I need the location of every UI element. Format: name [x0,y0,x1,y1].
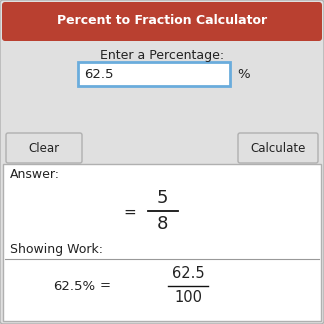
Text: =: = [124,204,136,219]
Text: 100: 100 [174,291,202,306]
FancyBboxPatch shape [3,38,321,164]
Text: Enter a Percentage:: Enter a Percentage: [100,50,224,63]
Text: %: % [237,67,249,80]
Text: Clear: Clear [29,142,60,155]
Text: =: = [100,280,111,293]
Text: 62.5%: 62.5% [53,280,95,293]
Text: Calculate: Calculate [250,142,306,155]
Text: 62.5: 62.5 [84,67,113,80]
FancyBboxPatch shape [3,164,321,321]
Text: 62.5: 62.5 [172,267,204,282]
FancyBboxPatch shape [2,2,322,41]
FancyBboxPatch shape [6,133,82,163]
Text: 8: 8 [156,215,168,233]
FancyBboxPatch shape [78,62,230,86]
FancyBboxPatch shape [238,133,318,163]
Text: 5: 5 [156,189,168,207]
Text: Showing Work:: Showing Work: [10,244,103,257]
Text: Answer:: Answer: [10,168,60,180]
Text: Percent to Fraction Calculator: Percent to Fraction Calculator [57,15,267,28]
